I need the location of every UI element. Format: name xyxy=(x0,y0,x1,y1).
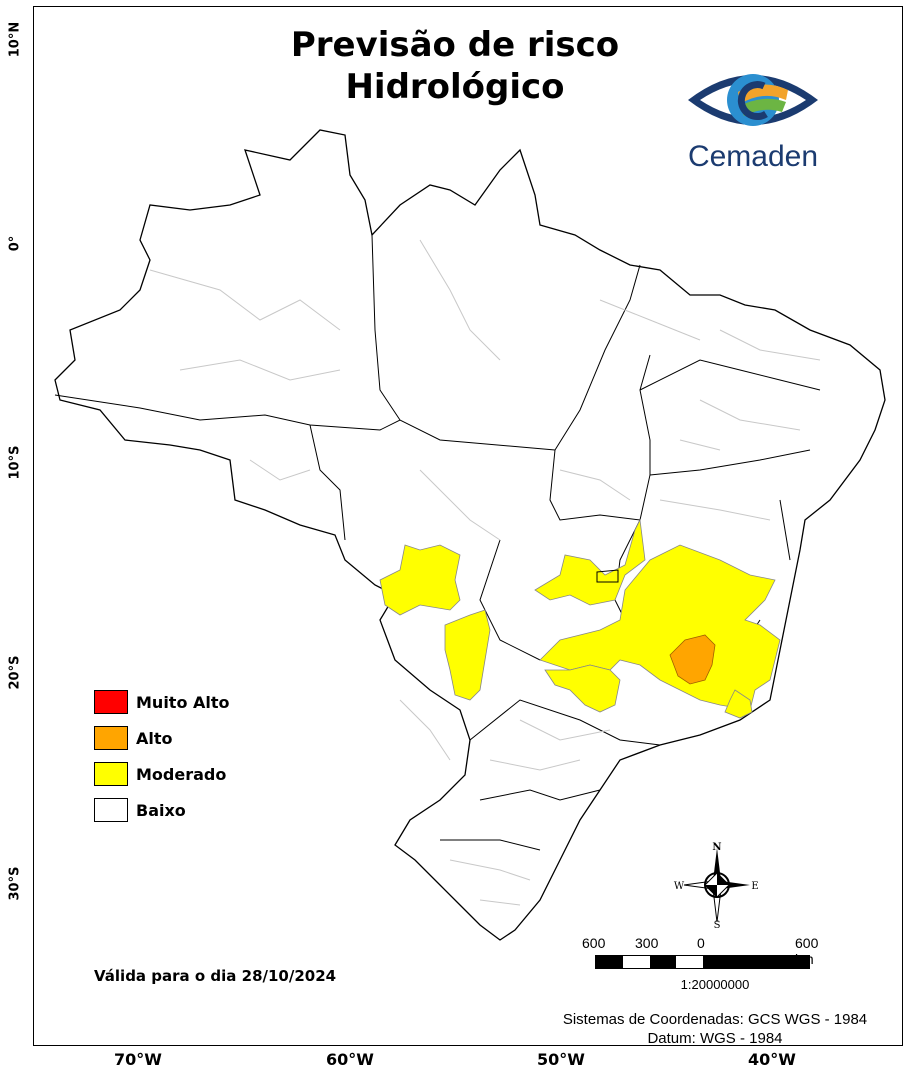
compass-n: N xyxy=(712,842,721,853)
risk-region-moderado xyxy=(444,609,491,701)
compass-w: W xyxy=(674,881,685,892)
risk-region-moderado xyxy=(539,544,781,711)
legend-item-alto: Alto xyxy=(94,720,230,756)
title-line-1: Previsão de risco xyxy=(290,25,620,65)
map-frame xyxy=(33,6,903,1046)
lat-label-10n: 10°N xyxy=(7,21,23,58)
logo-text: Cemaden xyxy=(687,140,819,173)
coordinate-info: Sistemas de Coordenadas: GCS WGS - 1984 … xyxy=(520,1010,910,1048)
legend-label: Baixo xyxy=(136,800,186,820)
brazil-outline xyxy=(54,129,886,941)
cemaden-logo: Cemaden xyxy=(668,60,838,180)
legend-label: Muito Alto xyxy=(136,692,230,712)
title-line-2: Hidrológico xyxy=(345,67,565,107)
risk-region-moderado xyxy=(724,689,753,719)
risk-region-moderado xyxy=(534,518,646,606)
lat-label-30s: 30°S xyxy=(7,866,23,901)
lon-label-40w: 40°W xyxy=(748,1050,796,1069)
legend-swatch xyxy=(94,690,128,714)
risk-region-moderado xyxy=(379,544,461,616)
legend-label: Alto xyxy=(136,728,173,748)
risk-region-alto xyxy=(669,634,716,685)
scale-label-300: 300 xyxy=(635,935,659,951)
legend-item-moderado: Moderado xyxy=(94,756,230,792)
legend-label: Moderado xyxy=(136,764,227,784)
lon-label-60w: 60°W xyxy=(326,1050,374,1069)
coordinate-system: Sistemas de Coordenadas: GCS WGS - 1984 xyxy=(562,1011,868,1028)
brazil-map xyxy=(54,129,886,941)
lat-label-20s: 20°S xyxy=(7,655,23,690)
eye-logo-icon xyxy=(688,74,818,126)
compass-s: S xyxy=(714,920,721,930)
map-title: Previsão de risco Hidrológico xyxy=(240,24,670,108)
lat-label-10s: 10°S xyxy=(7,445,23,480)
lon-label-70w: 70°W xyxy=(114,1050,162,1069)
validity-date: Válida para o dia 28/10/2024 xyxy=(94,967,337,985)
risk-region-moderado-outline xyxy=(596,569,619,583)
legend-swatch xyxy=(94,798,128,822)
lon-label-50w: 50°W xyxy=(537,1050,585,1069)
datum: Datum: WGS - 1984 xyxy=(647,1030,783,1047)
legend-item-baixo: Baixo xyxy=(94,792,230,828)
scale-label-600: 600 xyxy=(582,935,606,951)
scale-label-0: 0 xyxy=(697,935,705,951)
legend-swatch xyxy=(94,726,128,750)
scale-bar-graphic xyxy=(595,955,810,969)
risk-region-moderado xyxy=(544,664,621,713)
compass-rose-icon: N S W E xyxy=(674,842,759,930)
scale-ratio: 1:20000000 xyxy=(680,977,750,992)
legend: Muito Alto Alto Moderado Baixo xyxy=(94,684,230,828)
legend-item-muito-alto: Muito Alto xyxy=(94,684,230,720)
compass-e: E xyxy=(751,881,758,892)
lat-label-0: 0° xyxy=(7,235,23,252)
scale-bar: 600 300 0 600 km 1:20000000 xyxy=(580,935,830,995)
legend-swatch xyxy=(94,762,128,786)
